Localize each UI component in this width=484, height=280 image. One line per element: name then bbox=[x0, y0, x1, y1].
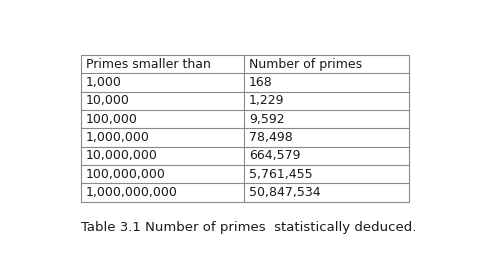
Bar bbox=[81, 55, 409, 202]
Text: 9,592: 9,592 bbox=[249, 113, 285, 126]
Text: Primes smaller than: Primes smaller than bbox=[86, 58, 211, 71]
Text: Table 3.1 Number of primes  statistically deduced.: Table 3.1 Number of primes statistically… bbox=[81, 221, 417, 234]
Text: 1,000,000,000: 1,000,000,000 bbox=[86, 186, 178, 199]
Text: Number of primes: Number of primes bbox=[249, 58, 362, 71]
Text: 664,579: 664,579 bbox=[249, 150, 300, 162]
Text: 50,847,534: 50,847,534 bbox=[249, 186, 320, 199]
Text: 78,498: 78,498 bbox=[249, 131, 292, 144]
Text: 1,000,000: 1,000,000 bbox=[86, 131, 150, 144]
Text: 5,761,455: 5,761,455 bbox=[249, 168, 313, 181]
Text: 10,000,000: 10,000,000 bbox=[86, 150, 157, 162]
Text: 1,229: 1,229 bbox=[249, 94, 284, 108]
Text: 168: 168 bbox=[249, 76, 272, 89]
Text: 10,000: 10,000 bbox=[86, 94, 130, 108]
Text: 100,000,000: 100,000,000 bbox=[86, 168, 166, 181]
Text: 100,000: 100,000 bbox=[86, 113, 137, 126]
Text: 1,000: 1,000 bbox=[86, 76, 121, 89]
